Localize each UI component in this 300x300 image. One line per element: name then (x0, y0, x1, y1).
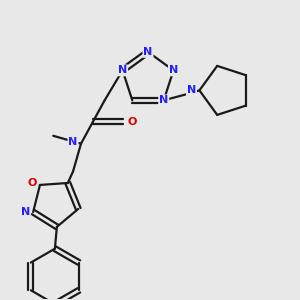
Text: N: N (143, 47, 153, 57)
Text: N: N (118, 65, 127, 75)
Text: O: O (27, 178, 37, 188)
Text: O: O (128, 117, 137, 127)
Text: N: N (169, 65, 178, 75)
Text: N: N (187, 85, 196, 95)
Text: N: N (159, 95, 168, 105)
Text: N: N (21, 207, 30, 217)
Text: N: N (68, 137, 78, 147)
